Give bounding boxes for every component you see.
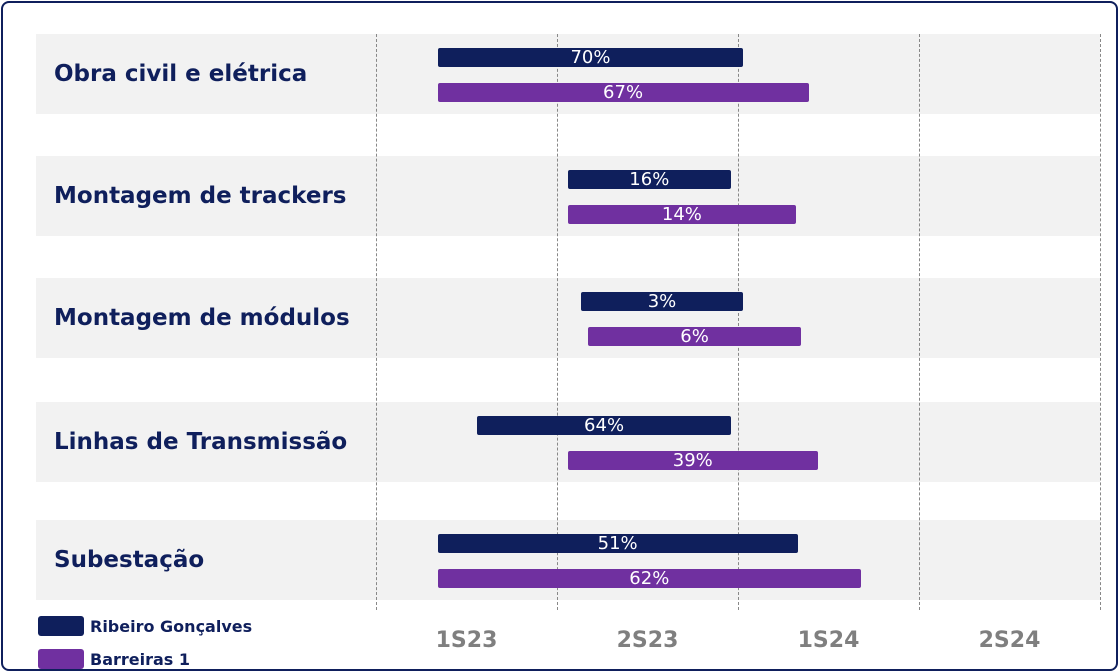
bar — [477, 416, 731, 435]
x-tick-label: 1S24 — [797, 628, 860, 653]
legend-label: Ribeiro Gonçalves — [90, 617, 253, 636]
value-label: 6% — [680, 326, 709, 347]
x-tick-label: 2S23 — [616, 628, 679, 653]
bar — [567, 205, 796, 224]
legend-swatch — [38, 616, 84, 636]
value-label: 70% — [570, 47, 611, 68]
grid-line — [557, 34, 558, 610]
category-label: Obra civil e elétrica — [54, 61, 308, 87]
value-label: 16% — [629, 169, 670, 190]
category-label: Linhas de Transmissão — [54, 429, 348, 455]
value-label: 67% — [603, 82, 644, 103]
category-label: Montagem de módulos — [54, 305, 350, 331]
bar — [580, 292, 744, 311]
grid-line — [376, 34, 377, 610]
value-label: 39% — [672, 450, 713, 471]
value-label: 51% — [597, 533, 638, 554]
category-label: Montagem de trackers — [54, 183, 347, 209]
bar — [437, 534, 798, 553]
bar — [437, 48, 744, 67]
grid-line — [1100, 34, 1101, 610]
x-tick-label: 2S24 — [978, 628, 1041, 653]
bar — [587, 327, 802, 346]
bar — [437, 83, 809, 102]
bar — [437, 569, 862, 588]
value-label: 14% — [661, 204, 702, 225]
category-label: Subestação — [54, 547, 205, 573]
row-band — [36, 278, 1100, 358]
value-label: 62% — [629, 568, 670, 589]
legend-swatch — [38, 649, 84, 669]
bar — [567, 451, 818, 470]
x-tick-label: 1S23 — [435, 628, 498, 653]
value-label: 3% — [647, 291, 677, 312]
legend-label: Barreiras 1 — [90, 650, 191, 669]
grid-line — [919, 34, 920, 610]
grid-line — [738, 34, 739, 610]
bar — [567, 170, 731, 189]
value-label: 64% — [584, 415, 625, 436]
